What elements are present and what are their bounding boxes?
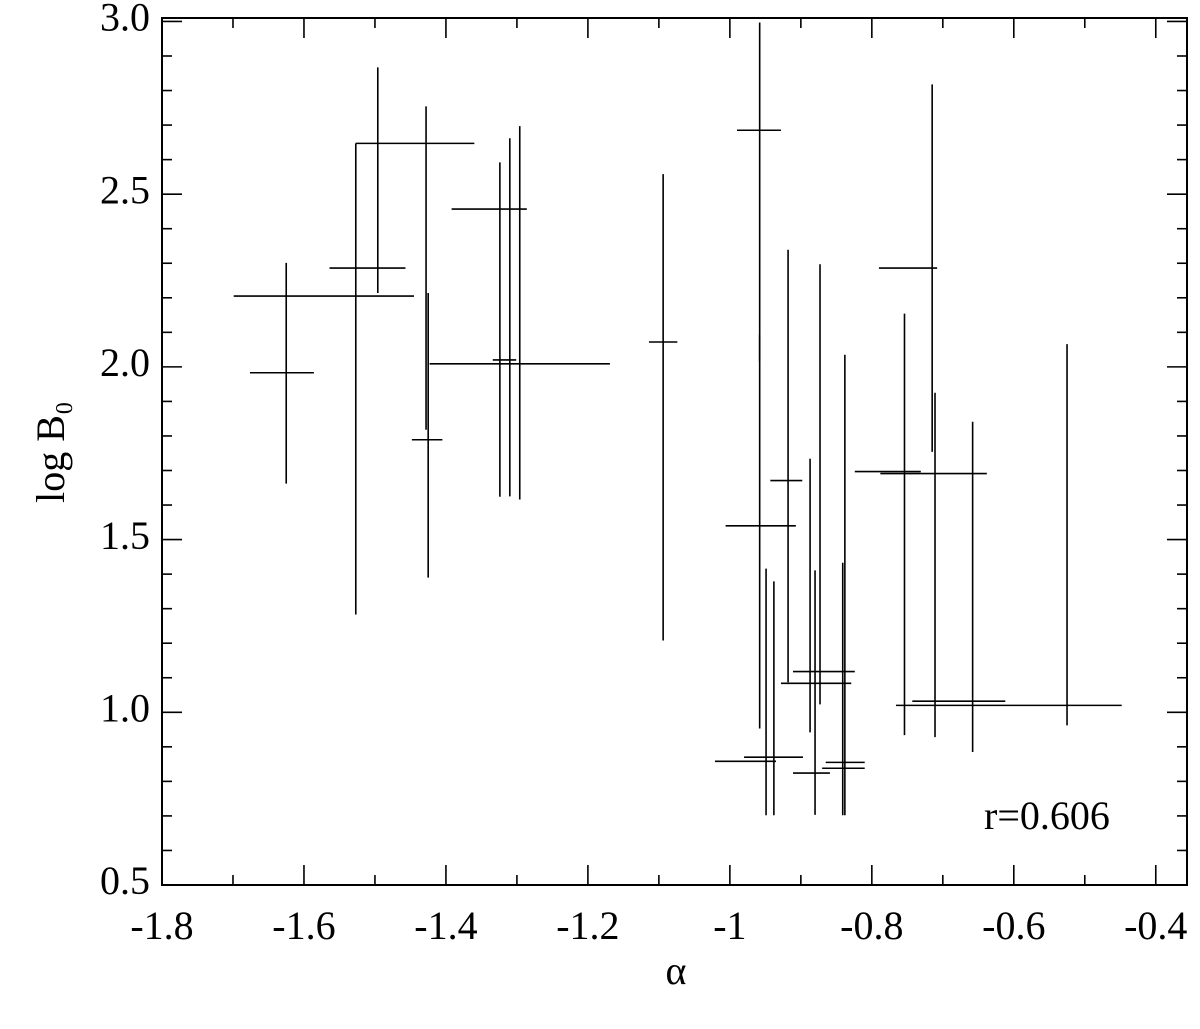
y-tick-label: 0.5 [100, 858, 150, 903]
y-tick-label: 1.0 [100, 685, 150, 730]
y-tick-label: 1.5 [100, 513, 150, 558]
y-axis-label: log B₀ [28, 401, 73, 503]
x-tick-label: -1.6 [272, 903, 335, 948]
x-tick-label: -0.6 [982, 903, 1045, 948]
x-tick-label: -0.8 [840, 903, 903, 948]
y-tick-label: 2.5 [100, 167, 150, 212]
y-tick-label: 2.0 [100, 340, 150, 385]
x-tick-label: -1 [713, 903, 746, 948]
x-tick-label: -0.4 [1124, 903, 1187, 948]
x-tick-label: -1.2 [556, 903, 619, 948]
annotation: r=0.606 [984, 793, 1110, 838]
plot-frame [161, 17, 1188, 886]
x-tick-label: -1.8 [130, 903, 193, 948]
x-tick-label: -1.4 [414, 903, 477, 948]
x-axis-label: α [666, 948, 687, 993]
y-tick-label: 3.0 [100, 0, 150, 40]
